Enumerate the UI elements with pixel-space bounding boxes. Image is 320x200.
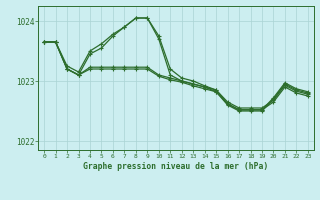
X-axis label: Graphe pression niveau de la mer (hPa): Graphe pression niveau de la mer (hPa)	[84, 162, 268, 171]
